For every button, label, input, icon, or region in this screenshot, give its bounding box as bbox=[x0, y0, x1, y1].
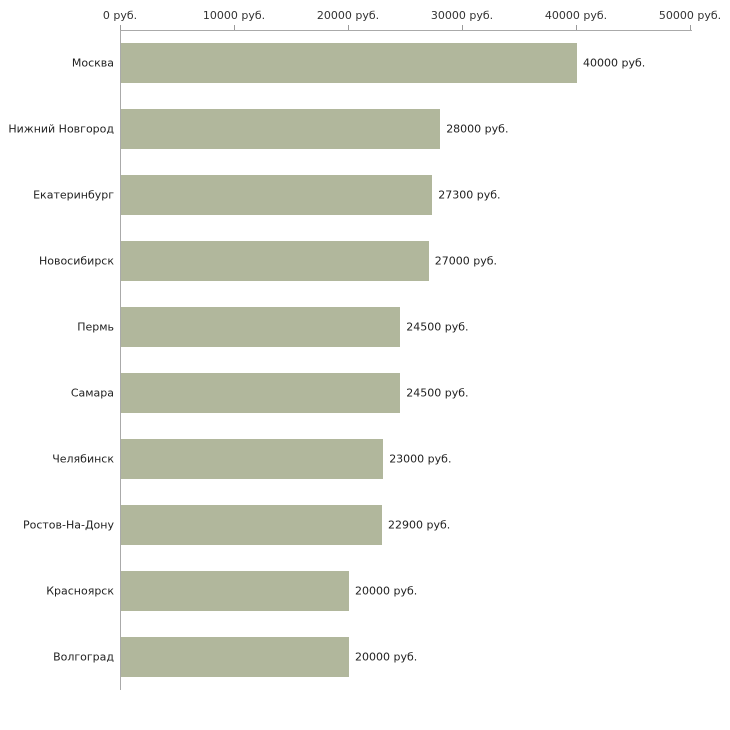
bar-row: Новосибирск 27000 руб. bbox=[0, 228, 730, 294]
bar bbox=[121, 109, 441, 149]
bar bbox=[121, 175, 433, 215]
x-tick-label: 10000 руб. bbox=[202, 9, 266, 22]
bar bbox=[121, 43, 577, 83]
x-tick-mark bbox=[462, 25, 463, 30]
x-tick-mark bbox=[120, 25, 121, 30]
bar bbox=[121, 505, 383, 545]
value-label: 24500 руб. bbox=[406, 320, 469, 334]
value-label: 40000 руб. bbox=[583, 56, 646, 70]
category-label: Ростов-На-Дону bbox=[22, 518, 114, 532]
value-label: 27300 руб. bbox=[438, 188, 501, 202]
x-axis-line bbox=[120, 30, 692, 31]
category-label: Москва bbox=[71, 56, 114, 70]
value-label: 23000 руб. bbox=[389, 452, 452, 466]
bar-row: Красноярск 20000 руб. bbox=[0, 558, 730, 624]
bar bbox=[121, 571, 349, 611]
category-label: Красноярск bbox=[46, 584, 114, 598]
value-label: 20000 руб. bbox=[355, 584, 418, 598]
bar-row: Нижний Новгород 28000 руб. bbox=[0, 96, 730, 162]
bar bbox=[121, 241, 429, 281]
bar bbox=[121, 373, 401, 413]
bar bbox=[121, 307, 401, 347]
bar bbox=[121, 439, 384, 479]
bar-row: Москва 40000 руб. bbox=[0, 30, 730, 96]
x-tick-label: 40000 руб. bbox=[544, 9, 608, 22]
y-axis-line bbox=[120, 30, 121, 690]
category-label: Екатеринбург bbox=[33, 188, 114, 202]
bar bbox=[121, 637, 349, 677]
x-tick-mark bbox=[234, 25, 235, 30]
x-tick-label: 0 руб. bbox=[102, 9, 138, 22]
bar-row: Челябинск 23000 руб. bbox=[0, 426, 730, 492]
category-label: Самара bbox=[70, 386, 114, 400]
bar-row: Екатеринбург 27300 руб. bbox=[0, 162, 730, 228]
bar-row: Ростов-На-Дону 22900 руб. bbox=[0, 492, 730, 558]
value-label: 20000 руб. bbox=[355, 650, 418, 664]
category-label: Нижний Новгород bbox=[8, 122, 114, 136]
x-tick-mark bbox=[690, 25, 691, 30]
category-label: Челябинск bbox=[52, 452, 114, 466]
x-tick-mark bbox=[576, 25, 577, 30]
bar-row: Волгоград 20000 руб. bbox=[0, 624, 730, 690]
x-tick-label: 20000 руб. bbox=[316, 9, 380, 22]
x-tick-label: 30000 руб. bbox=[430, 9, 494, 22]
value-label: 28000 руб. bbox=[446, 122, 509, 136]
category-label: Пермь bbox=[77, 320, 114, 334]
bar-row: Пермь 24500 руб. bbox=[0, 294, 730, 360]
bar-row: Самара 24500 руб. bbox=[0, 360, 730, 426]
category-label: Волгоград bbox=[53, 650, 114, 664]
value-label: 24500 руб. bbox=[406, 386, 469, 400]
x-tick-label: 50000 руб. bbox=[658, 9, 722, 22]
x-tick-mark bbox=[348, 25, 349, 30]
category-label: Новосибирск bbox=[38, 254, 114, 268]
value-label: 22900 руб. bbox=[388, 518, 451, 532]
value-label: 27000 руб. bbox=[434, 254, 498, 268]
